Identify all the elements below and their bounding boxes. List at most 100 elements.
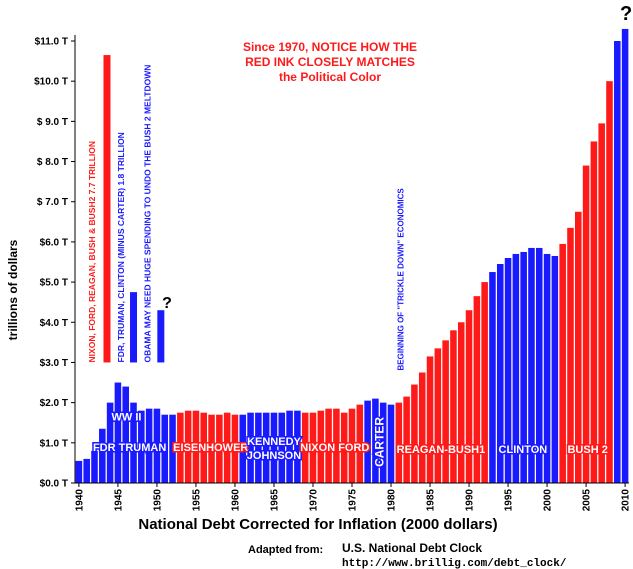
bar xyxy=(99,428,106,483)
bar xyxy=(582,165,590,483)
bar xyxy=(551,255,559,483)
bar xyxy=(512,253,520,483)
x-tick-label: 1940 xyxy=(74,489,85,512)
y-tick-label: $4.0 T xyxy=(40,318,68,329)
x-tick-label: 2010 xyxy=(621,489,632,512)
era-label: CLINTON xyxy=(499,444,548,456)
bar xyxy=(465,310,473,483)
era-label: FDR TRUMAN xyxy=(93,442,166,454)
bar xyxy=(309,412,317,483)
bar xyxy=(606,81,613,483)
bar xyxy=(426,356,434,483)
bar xyxy=(153,408,161,483)
era-label: NIXON FORD xyxy=(300,442,369,454)
bar xyxy=(192,410,200,483)
y-tick-label: $6.0 T xyxy=(40,237,68,248)
source-name: U.S. National Debt Clock xyxy=(342,541,482,555)
x-tick-label: 1990 xyxy=(465,489,476,512)
bar xyxy=(621,28,629,483)
bar xyxy=(489,272,496,483)
bar xyxy=(528,247,535,483)
bar xyxy=(372,398,379,483)
annotation: RED INK CLOSELY MATCHES xyxy=(245,55,415,69)
era-label: EISENHOWER xyxy=(173,442,248,454)
bar xyxy=(286,410,293,483)
bar xyxy=(177,412,184,483)
bar xyxy=(106,402,114,483)
bar xyxy=(278,412,286,483)
source-url: http://www.brillig.com/debt_clock/ xyxy=(342,558,567,569)
y-tick-label: $2.0 T xyxy=(40,398,68,409)
bar xyxy=(395,402,403,483)
bar xyxy=(434,348,442,483)
bar xyxy=(504,257,512,483)
bar xyxy=(216,414,223,483)
y-axis-label: trillions of dollars xyxy=(6,239,20,340)
y-tick-label: $ 9.0 T xyxy=(37,117,68,128)
bar xyxy=(161,414,169,483)
bar xyxy=(138,410,145,483)
bar xyxy=(91,450,98,483)
question-mark: ? xyxy=(162,295,172,312)
x-tick-label: 1955 xyxy=(191,489,202,512)
bar xyxy=(247,412,254,483)
bar xyxy=(325,408,332,483)
bar xyxy=(403,396,410,483)
bar xyxy=(231,414,239,483)
x-tick-label: 1985 xyxy=(426,489,437,512)
x-tick-label: 1945 xyxy=(113,489,124,512)
bar xyxy=(614,41,621,483)
bar xyxy=(83,458,90,483)
bar xyxy=(333,408,340,483)
bar xyxy=(262,412,270,483)
bar xyxy=(294,410,301,483)
era-label: KENNEDY xyxy=(247,436,301,448)
bar xyxy=(356,404,364,483)
comparison-bar xyxy=(130,292,138,363)
bar xyxy=(575,211,582,484)
bar xyxy=(450,330,457,483)
bar xyxy=(169,414,176,483)
bar xyxy=(348,408,356,483)
bar xyxy=(457,322,465,483)
y-tick-label: $3.0 T xyxy=(40,358,68,369)
bar xyxy=(364,400,371,483)
comparison-caption: OBAMA MAY NEED HUGE SPENDING TO UNDO THE… xyxy=(143,65,153,363)
era-label: REAGAN-BUSH1 xyxy=(397,444,486,456)
bar xyxy=(496,264,504,483)
bar xyxy=(184,410,192,483)
x-tick-label: 1975 xyxy=(348,489,359,512)
y-tick-label: $11.0 T xyxy=(35,37,68,48)
era-label: WW II xyxy=(112,412,142,424)
x-tick-label: 1980 xyxy=(387,489,398,512)
bar xyxy=(442,340,449,483)
bar xyxy=(418,372,426,483)
bar xyxy=(75,460,83,483)
y-tick-label: $5.0 T xyxy=(40,278,68,289)
bar xyxy=(340,412,348,483)
bar xyxy=(200,412,208,483)
y-tick-label: $1.0 T xyxy=(40,438,68,449)
bar xyxy=(473,296,481,483)
bar xyxy=(387,404,395,483)
bar xyxy=(559,243,566,483)
x-tick-label: 1965 xyxy=(269,489,280,512)
y-tick-label: $0.0 T xyxy=(40,479,68,490)
bar xyxy=(223,412,231,483)
bar xyxy=(270,412,278,483)
annotation: the Political Color xyxy=(279,70,381,84)
y-tick-label: $ 8.0 T xyxy=(37,157,68,168)
bar xyxy=(543,253,551,483)
x-tick-label: 1995 xyxy=(504,489,515,512)
y-tick-label: $ 7.0 T xyxy=(37,197,68,208)
question-mark: ? xyxy=(620,3,632,25)
era-label: BUSH 2 xyxy=(567,444,607,456)
y-tick-label: $10.0 T xyxy=(34,77,68,88)
bar xyxy=(567,227,574,483)
bar xyxy=(114,382,122,483)
bar xyxy=(411,384,418,483)
x-tick-label: 2005 xyxy=(582,489,593,512)
bar xyxy=(590,141,598,484)
bar xyxy=(239,414,247,483)
